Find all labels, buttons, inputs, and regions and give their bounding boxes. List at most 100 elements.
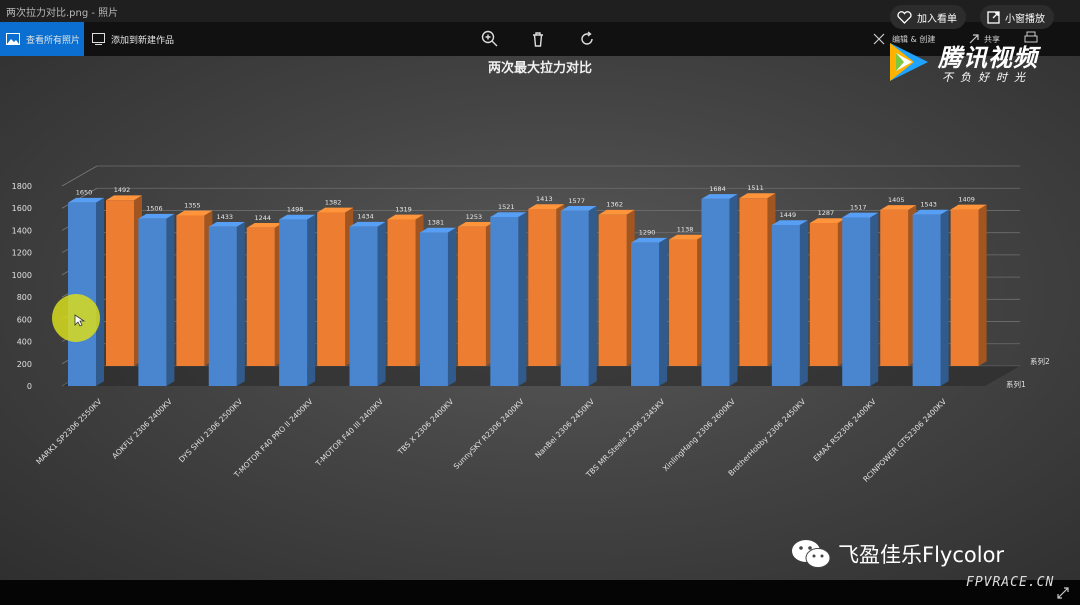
popout-icon [987,10,1000,24]
bar-series2-top [809,218,846,223]
bar-series1-top [138,213,175,219]
pull-force-chart: 0 200 400 600 800 1000 1200 1400 1600 1800 两次最大拉力对… [12,60,1050,484]
bar-series1 [208,226,237,386]
chart-title: 两次最大拉力对比 [488,60,592,76]
brand-name: 腾讯视频 [938,44,1038,72]
x-tick-label: SunnySKY R2306 2400KV [452,396,527,471]
edit-create-label: 编辑 & 创建 [892,34,936,44]
view-all-photos-label: 查看所有照片 [26,35,81,46]
x-tick-label: RCINPOWER GTS2306 2400KV [861,396,948,483]
mini-window-button[interactable]: 小窗播放 [980,5,1054,29]
data-label-series2: 1287 [818,209,835,217]
print-icon[interactable] [1022,29,1042,49]
bar-series2-top [950,204,987,210]
y-tick-label: 1600 [12,204,32,213]
data-label-series1: 1684 [709,185,726,193]
x-tick-label: T-MOTOR F40 III 2400KV [313,396,385,468]
bar-series1-top [208,221,245,227]
site-watermark: FPVRACE.CN [966,575,1055,590]
bar-series1 [842,217,871,386]
bar-series2-top [880,205,917,210]
bar-series2-top [739,193,776,199]
x-tick-label: AOKFLY 2306 2400KV [110,396,174,460]
bar-series2 [880,209,909,366]
bar-series2 [106,200,134,366]
bar-series1-side [799,220,808,386]
bar-series1-side [518,212,527,386]
bar-series1 [419,232,448,386]
bar-series2-top [387,214,424,220]
bar-series1 [279,219,308,386]
rotate-icon[interactable] [577,29,597,49]
watermark-text: 飞盈佳乐Flycolor [838,543,1005,567]
bar-series2-top [669,234,706,240]
bar-series2 [317,212,346,366]
x-tick-label: XinlingHang 2306 2600KV [661,396,738,473]
x-tick-label: DYS SHU 2306 2500KV [177,396,245,464]
wechat-icon [792,540,831,568]
mouse-highlight [52,294,100,342]
data-label-series1: 1449 [780,211,797,219]
bar-series1 [701,198,730,386]
grid-side-line [61,165,98,187]
series-label-series2: 系列2 [1030,356,1050,366]
bar-series1-side [236,221,245,386]
data-label-series2: 1409 [958,195,975,203]
brand-slogan: 不负好时光 [942,71,1032,84]
bar-series2 [598,214,627,366]
x-tick-label: T-MOTOR F40 PRO II 2400KV [232,396,316,480]
add-creation-icon [92,33,105,45]
data-label-series2: 1319 [395,205,412,213]
add-to-creation-button[interactable]: 添加到新建作品 [92,22,174,56]
y-tick-label: 1000 [12,271,32,280]
heart-plus-icon [897,10,912,24]
y-tick-label: 600 [17,315,32,324]
bar-series1-top [701,194,738,199]
bottom-bar [0,580,1080,605]
data-label-series2: 1253 [466,213,483,221]
bar-series1 [138,218,167,386]
x-tick-label: NanBei 2306 2450KV [533,396,596,459]
image-icon [6,33,20,45]
zoom-in-icon[interactable] [480,29,500,49]
bar-series1-top [631,237,668,243]
bar-series1-side [166,213,175,386]
x-tick-label: EMAX RS2306 2400KV [812,396,879,463]
bar-series2-top [106,195,142,201]
bar-series1-side [870,212,879,386]
y-tick-label: 200 [17,360,32,369]
x-tick-label: MARK1 SP2306 2550KV [34,396,104,466]
data-label-series1: 1521 [498,203,515,211]
bar-series1 [912,214,941,386]
bar-series2 [246,227,275,366]
wechat-watermark: 飞盈佳乐Flycolor [790,537,1004,571]
bar-series2 [457,226,486,366]
bar-series2-top [598,209,635,215]
y-tick-label: 1200 [12,249,32,258]
bar-series1 [631,242,660,386]
bar-series2 [809,223,838,366]
trash-icon[interactable] [528,29,548,49]
data-label-series1: 1434 [357,213,374,221]
data-label-series1: 1381 [428,219,445,227]
add-to-list-button[interactable]: 加入看单 [890,5,966,29]
bar-series1-top [560,205,597,211]
bar-series2 [176,215,205,366]
play-logo-icon [890,43,928,81]
cursor-icon [74,314,86,327]
bar-series2-top [246,222,283,228]
bar-series2-top [317,207,354,213]
edit-create-button[interactable]: 编辑 & 创建 [872,22,935,56]
bar-series1 [771,225,800,386]
expand-icon[interactable] [1056,586,1070,600]
bar-series1-side [307,214,316,386]
bar-series1-side [940,209,949,386]
data-label-series1: 1543 [920,201,937,209]
y-tick-label: 0 [27,382,32,391]
bar-series2-top [528,204,565,209]
data-label-series2: 1492 [114,186,131,194]
y-tick-label: 1800 [12,182,32,191]
share-button[interactable]: 共享 [968,22,1000,56]
bar-series1-side [729,194,738,386]
view-all-photos-button[interactable]: 查看所有照片 [0,22,84,56]
